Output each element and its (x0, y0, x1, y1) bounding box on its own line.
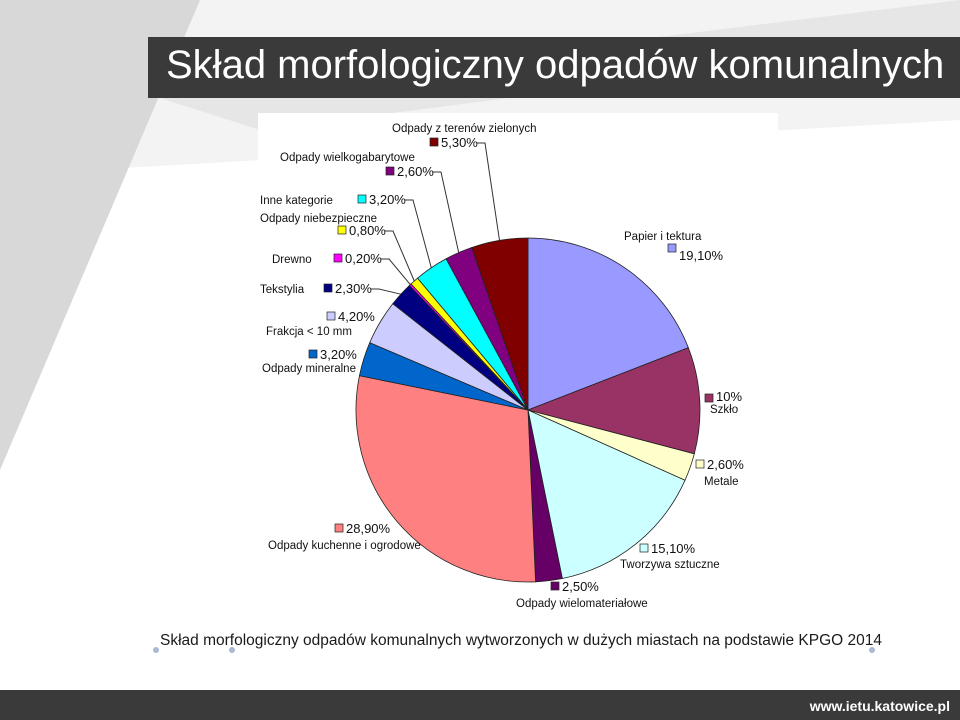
leader-line-tekstylia (371, 288, 401, 295)
legend-marker-odpady-mineralne (308, 349, 318, 359)
data-label-value-odpady-z-terenow-zielonych: 5,30% (441, 135, 478, 150)
data-label-category-odpady-wielkogabarytowe: Odpady wielkogabarytowe (280, 152, 415, 164)
legend-marker-papier-i-tektura (667, 243, 677, 253)
chart-caption: Skład morfologiczny odpadów komunalnych … (160, 632, 882, 649)
data-label-category-odpady-z-terenow-zielonych: Odpady z terenów zielonych (392, 123, 536, 135)
data-label-value-odpady-mineralne: 3,20% (320, 347, 357, 362)
footer-url: www.ietu.katowice.pl (809, 698, 950, 714)
legend-marker-odpady-kuchenne-i-ogrodowe (334, 523, 344, 533)
footer-bar: www.ietu.katowice.pl (0, 690, 960, 720)
data-label-category-drewno: Drewno (272, 254, 312, 266)
legend-marker-odpady-wielkogabarytowe (385, 166, 395, 176)
legend-marker-szklo (704, 393, 714, 403)
data-label-value-odpady-niebezpieczne: 0,80% (349, 223, 386, 238)
bullet-dot-icon (869, 647, 875, 653)
data-label-category-metale: Metale (704, 476, 739, 488)
data-label-value-drewno: 0,20% (345, 251, 382, 266)
pie-slice-szklo (526, 347, 701, 455)
data-label-category-tekstylia: Tekstylia (260, 284, 305, 296)
data-label-category-tworzywa-sztuczne: Tworzywa sztuczne (620, 559, 720, 571)
pie-chart: 19,10% Papier i tektura 10%Szkło 2,60% Metal… (260, 123, 744, 610)
data-label-value-odpady-wielomaterialowe: 2,50% (562, 579, 599, 594)
title-bar: Skład morfologiczny odpadów komunalnych (148, 37, 960, 98)
data-label-value-papier-i-tektura: 19,10% (679, 248, 724, 263)
legend-marker-odpady-wielomaterialowe (550, 581, 560, 591)
data-label-value-metale: 2,60% (707, 457, 744, 472)
bullet-dot-icon (229, 647, 235, 653)
data-label-category-papier-i-tektura: Papier i tektura (624, 231, 702, 243)
pie-slice-tworzywa-sztuczne (527, 409, 686, 580)
legend-marker-frakcja-10-mm (326, 311, 336, 321)
leader-line-odpady-niebezpieczne (385, 230, 415, 282)
leader-line-odpady-wielkogabarytowe (433, 171, 460, 253)
data-label-category-szklo: Szkło (710, 404, 738, 416)
data-label-value-inne-kategorie: 3,20% (369, 192, 406, 207)
slide-title: Skład morfologiczny odpadów komunalnych (166, 43, 945, 87)
bullet-dot-icon (153, 647, 159, 653)
data-label-value-odpady-kuchenne-i-ogrodowe: 28,90% (346, 521, 391, 536)
leader-line-inne-kategorie (405, 199, 432, 268)
data-label-value-szklo: 10% (716, 389, 742, 404)
pie-slice-papier-i-tektura (527, 237, 689, 411)
legend-marker-tworzywa-sztuczne (639, 543, 649, 553)
leader-line-odpady-z-terenow-zielonych (477, 142, 500, 241)
data-label-category-inne-kategorie: Inne kategorie (260, 195, 333, 207)
leader-line-drewno (381, 258, 411, 285)
legend-marker-tekstylia (323, 283, 333, 293)
chart-area: 19,10% Papier i tektura 10% Szkło 2,60% Metal… (258, 113, 778, 618)
data-label-value-tworzywa-sztuczne: 15,10% (651, 541, 696, 556)
legend-marker-odpady-z-terenow-zielonych (429, 137, 439, 147)
data-label-category-frakcja-10-mm: Frakcja < 10 mm (266, 326, 352, 338)
data-label-category-odpady-kuchenne-i-ogrodowe: Odpady kuchenne i ogrodowe (268, 540, 421, 552)
legend-marker-drewno (333, 253, 343, 263)
data-label-value-odpady-wielkogabarytowe: 2,60% (397, 164, 434, 179)
data-label-category-odpady-mineralne: Odpady mineralne (262, 363, 356, 375)
legend-marker-odpady-niebezpieczne (337, 225, 347, 235)
data-label-value-tekstylia: 2,30% (335, 281, 372, 296)
data-label-category-odpady-niebezpieczne: Odpady niebezpieczne (260, 213, 377, 225)
legend-marker-inne-kategorie (357, 194, 367, 204)
legend-marker-metale (695, 459, 705, 469)
data-label-category-odpady-wielomaterialowe: Odpady wielomateriałowe (516, 598, 648, 610)
data-label-value-frakcja-10-mm: 4,20% (338, 309, 375, 324)
pie-slice-odpady-kuchenne-i-ogrodowe (355, 375, 536, 583)
